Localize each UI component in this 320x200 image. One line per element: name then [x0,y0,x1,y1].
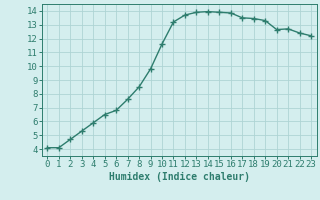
X-axis label: Humidex (Indice chaleur): Humidex (Indice chaleur) [109,172,250,182]
